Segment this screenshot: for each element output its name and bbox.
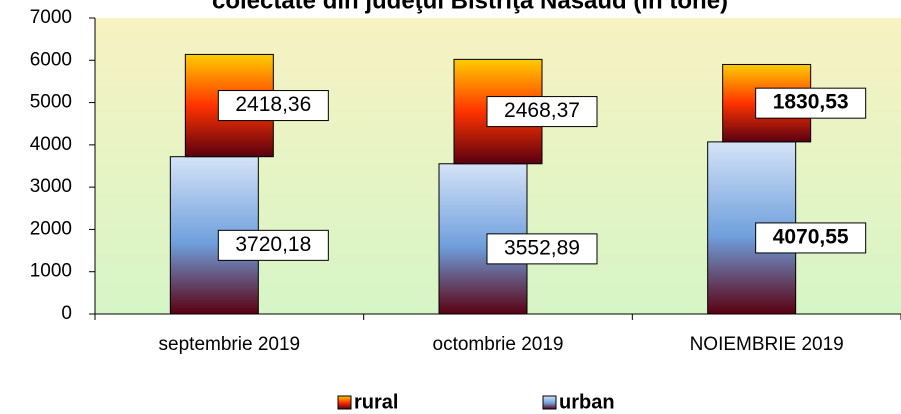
y-tick-label: 7000 (30, 7, 72, 28)
y-tick-label: 0 (61, 303, 72, 324)
legend-label: urban (559, 391, 615, 413)
x-tick-label: NOIEMBRIE 2019 (690, 334, 844, 355)
x-tick-label: octombrie 2019 (433, 334, 564, 355)
legend-label: rural (354, 391, 398, 413)
y-tick-label: 1000 (30, 261, 72, 282)
data-label-box (755, 87, 867, 119)
legend-swatch (542, 395, 557, 410)
chart-title: colectate din judeţul Bistriţa Năsăud (î… (212, 0, 728, 14)
data-label: 2468,37 (504, 99, 580, 122)
data-label-box (486, 96, 598, 128)
data-label-box (486, 233, 598, 265)
y-tick-label: 5000 (30, 92, 72, 113)
y-tick-label: 6000 (30, 49, 72, 70)
legend-swatch (337, 395, 352, 410)
y-tick-label: 2000 (30, 218, 72, 239)
y-tick-label: 3000 (30, 176, 72, 197)
x-tick-label: septembrie 2019 (159, 334, 301, 355)
data-label: 2418,36 (235, 93, 311, 116)
data-label: 4070,55 (773, 225, 849, 248)
data-label: 3720,18 (235, 233, 311, 256)
data-label-box (217, 229, 329, 261)
data-label: 1830,53 (773, 91, 849, 114)
data-label: 3552,89 (504, 236, 580, 259)
data-label-box (217, 90, 329, 122)
y-tick-label: 4000 (30, 134, 72, 155)
data-label-box (755, 222, 867, 254)
